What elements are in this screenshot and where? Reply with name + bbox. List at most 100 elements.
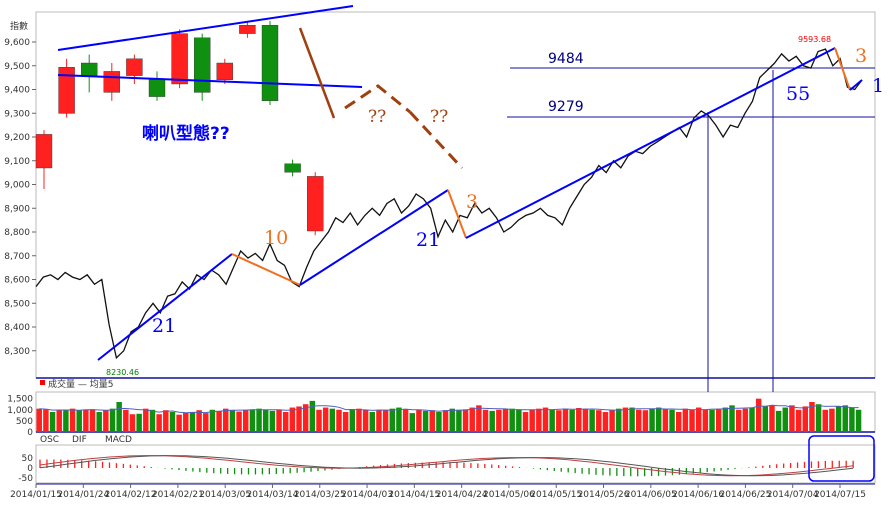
volume-bar xyxy=(282,412,289,432)
candle-body xyxy=(80,62,98,76)
date-tick-label: 2014/02/12 xyxy=(105,490,157,500)
volume-bar xyxy=(589,409,595,432)
low-price-label: 8230.46 xyxy=(106,368,139,377)
volume-bar xyxy=(782,407,789,432)
volume-bar xyxy=(409,413,415,432)
volume-bar xyxy=(229,409,236,432)
date-tick-label: 2014/07/15 xyxy=(814,490,866,500)
drop-line xyxy=(298,27,336,119)
volume-bar xyxy=(609,409,615,432)
volume-bar xyxy=(522,412,529,432)
volume-bar xyxy=(143,408,149,432)
volume-tick-label: 500 xyxy=(16,417,33,427)
date-tick-label: 2014/05/06 xyxy=(483,490,535,500)
volume-bar xyxy=(289,407,296,432)
volume-bar xyxy=(662,408,669,432)
volume-bar xyxy=(422,410,429,432)
volume-bar xyxy=(755,398,762,432)
volume-bar xyxy=(149,409,156,432)
volume-bar xyxy=(223,408,229,432)
volume-average-line xyxy=(39,404,859,414)
volume-bar xyxy=(749,407,755,432)
candle-body xyxy=(261,25,279,101)
volume-bar xyxy=(69,408,76,432)
date-tick-label: 2014/03/14 xyxy=(247,490,299,500)
volume-bar xyxy=(209,409,216,432)
volume-bar xyxy=(509,408,515,432)
wave-label-1: 1 xyxy=(872,75,884,97)
date-x-ticks: 2014/01/152014/01/242014/02/122014/02/21… xyxy=(10,484,866,500)
volume-bar xyxy=(582,408,589,432)
volume-bar xyxy=(236,411,242,432)
volume-bar xyxy=(729,405,735,432)
price-tick-label: 8,300 xyxy=(4,347,30,357)
date-tick-label: 2014/05/26 xyxy=(578,490,630,500)
macd-dif-line xyxy=(39,455,854,477)
volume-bar xyxy=(642,410,649,432)
volume-bar xyxy=(362,409,369,432)
volume-bar xyxy=(63,410,69,432)
volume-bar xyxy=(76,410,82,432)
volume-bar xyxy=(36,408,42,432)
volume-bar xyxy=(469,407,475,432)
unit-label: 指數 xyxy=(10,20,28,32)
price-tick-label: 9,100 xyxy=(4,157,30,167)
volume-bar xyxy=(189,412,196,432)
volume-bar xyxy=(829,408,835,432)
volume-bar xyxy=(476,405,482,432)
volume-bar xyxy=(243,409,249,432)
volume-bar xyxy=(649,408,655,432)
price-tick-label: 9,200 xyxy=(4,133,30,143)
volume-bar xyxy=(203,413,209,432)
wave-trend-10 xyxy=(231,253,301,286)
volume-bar xyxy=(96,412,102,432)
volume-bar xyxy=(442,410,449,432)
volume-bar xyxy=(669,409,675,432)
date-tick-label: 2014/07/04 xyxy=(767,490,819,500)
volume-bar xyxy=(269,410,276,432)
volume-tick-label: 1,000 xyxy=(7,406,33,416)
macd-y-ticks: 500-50 xyxy=(18,454,33,484)
volume-bar xyxy=(316,409,322,432)
volume-bar xyxy=(309,400,316,432)
volume-bar xyxy=(576,408,582,432)
volume-bar xyxy=(742,408,749,432)
projection-dash-2 xyxy=(408,110,464,170)
candle-body xyxy=(35,134,53,169)
volume-bar xyxy=(849,407,855,432)
volume-bar xyxy=(416,409,422,432)
volume-bar xyxy=(855,409,862,432)
volume-bar xyxy=(336,409,342,432)
wave-trend-3a xyxy=(447,189,467,239)
volume-bar xyxy=(516,409,522,432)
price-tick-label: 8,900 xyxy=(4,204,30,214)
level-label-9279: 9279 xyxy=(548,99,584,115)
volume-bar xyxy=(616,408,622,432)
volume-bar xyxy=(196,410,202,432)
volume-bar xyxy=(183,412,189,432)
volume-bar xyxy=(715,408,722,432)
horn-lower-line xyxy=(57,74,363,88)
volume-bar xyxy=(529,409,535,432)
volume-bar xyxy=(709,409,715,432)
volume-bar xyxy=(349,409,356,432)
volume-bar xyxy=(456,409,462,432)
question-mark-1: ?? xyxy=(368,107,386,127)
volume-bar xyxy=(382,409,389,432)
volume-bar xyxy=(735,409,742,432)
volume-bar xyxy=(682,408,689,432)
volume-bar xyxy=(302,404,309,432)
volume-bar xyxy=(429,410,435,432)
volume-legend: 成交量 — 均量5 xyxy=(48,378,113,390)
wave-label-10: 10 xyxy=(264,227,288,249)
volume-bar xyxy=(636,409,642,432)
volume-bar xyxy=(376,410,382,432)
volume-bar xyxy=(769,405,775,432)
date-tick-label: 2014/06/05 xyxy=(625,490,677,500)
price-tick-label: 9,600 xyxy=(4,38,30,48)
volume-bar xyxy=(402,409,409,432)
candle-body xyxy=(171,33,188,85)
candle-body xyxy=(103,71,121,93)
volume-bar xyxy=(569,409,575,432)
